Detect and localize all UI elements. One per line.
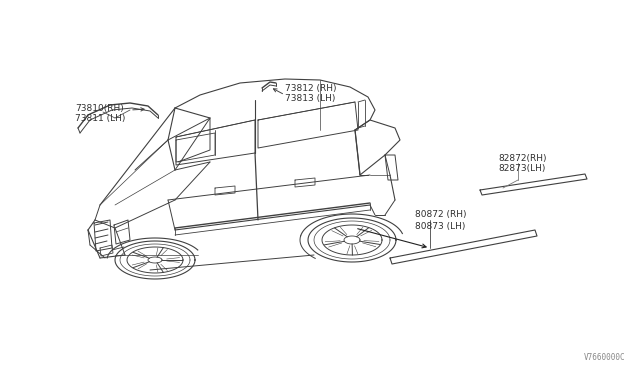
Text: 80873 (LH): 80873 (LH) [415,221,465,231]
Text: V7660000C: V7660000C [584,353,625,362]
Text: 82872(RH): 82872(RH) [498,154,547,163]
Text: 82873(LH): 82873(LH) [498,164,545,173]
Text: 73810(RH): 73810(RH) [75,103,124,112]
Text: 80872 (RH): 80872 (RH) [415,211,467,219]
Text: 73813 (LH): 73813 (LH) [285,94,335,103]
Text: 73812 (RH): 73812 (RH) [285,83,337,93]
Text: 73811 (LH): 73811 (LH) [75,115,125,124]
